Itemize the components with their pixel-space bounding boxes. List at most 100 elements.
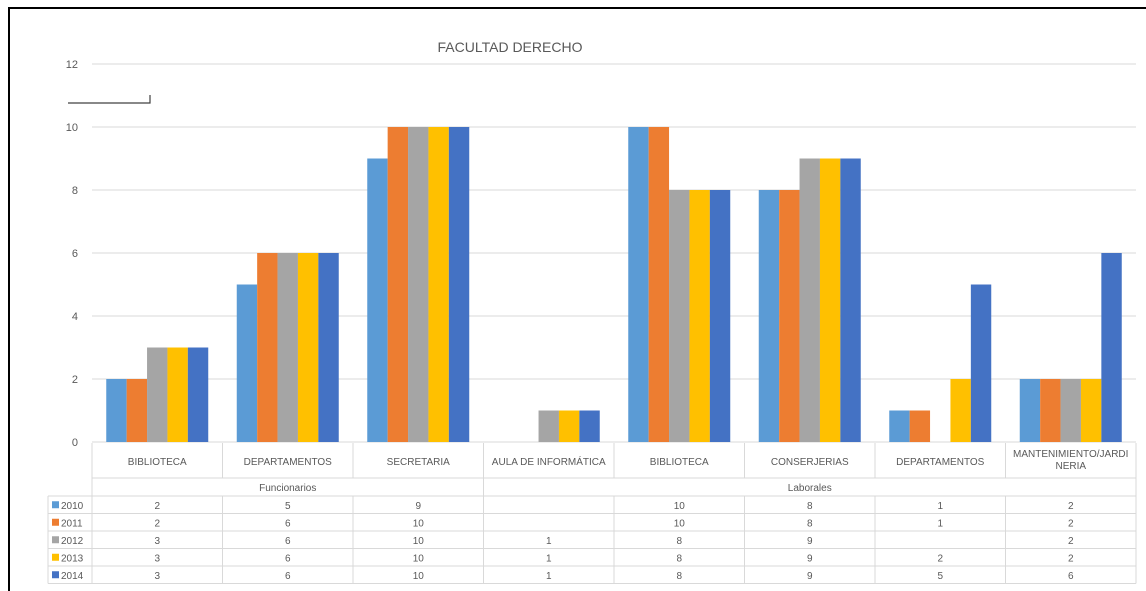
bar (126, 379, 148, 442)
category-label: MANTENIMIENTO/JARDI NERIA (1013, 449, 1128, 472)
bar (558, 410, 580, 442)
bar (408, 127, 429, 442)
bar (689, 190, 710, 442)
table-value: 6 (1068, 571, 1074, 582)
bar (538, 410, 559, 442)
category-label-line: MANTENIMIENTO/JARDI (1013, 449, 1128, 460)
table-value: 2 (154, 501, 160, 512)
bar (1101, 253, 1122, 442)
y-tick-label: 8 (72, 185, 78, 197)
table-value: 8 (676, 571, 682, 582)
table-value: 2 (1068, 501, 1074, 512)
group-label: Laborales (788, 483, 832, 494)
table-value: 10 (674, 501, 686, 512)
bar (428, 127, 449, 442)
table-value: 1 (546, 536, 552, 547)
bar (628, 127, 649, 442)
axis-labels: 0 2 4 6 8 10 12 (66, 59, 78, 449)
table-value: 1 (546, 571, 552, 582)
table-value: 6 (285, 571, 291, 582)
bar (648, 127, 670, 442)
table-value: 3 (154, 536, 160, 547)
y-tick-label: 10 (66, 122, 78, 134)
bar (167, 347, 188, 442)
legend-key (52, 518, 59, 526)
bar (257, 253, 278, 442)
table-value: 1 (937, 501, 943, 512)
bar (909, 410, 931, 442)
table-value: 8 (807, 518, 813, 529)
legend-key (52, 553, 59, 561)
category-label: AULA DE INFORMÁTICA (492, 455, 606, 468)
group-label: Funcionarios (259, 483, 316, 494)
data-table: BIBLIOTECA DEPARTAMENTOS SECRETARIA AULA DE… (47, 443, 1137, 584)
bar (709, 190, 731, 442)
table-value: 3 (154, 553, 160, 564)
bar (187, 347, 209, 442)
category-label-line: NERIA (1055, 461, 1086, 472)
table-value: 9 (415, 501, 421, 512)
legend-key (52, 571, 59, 579)
bar (367, 158, 388, 442)
bar (889, 410, 910, 442)
bar (950, 379, 971, 442)
y-tick-label: 2 (72, 374, 78, 386)
y-tick-label: 6 (72, 248, 78, 260)
bar (318, 253, 339, 442)
bar (106, 379, 127, 442)
bar (758, 190, 780, 442)
bar (236, 284, 258, 442)
table-value: 1 (937, 518, 943, 529)
table-value: 6 (285, 518, 291, 529)
bar (840, 158, 861, 442)
series-label: 2013 (61, 553, 84, 564)
category-label: CONSERJERIAS (771, 457, 849, 468)
bar (799, 158, 820, 442)
bar (1080, 379, 1102, 442)
table-value: 5 (937, 571, 943, 582)
table-value: 5 (285, 501, 291, 512)
table-value: 9 (807, 536, 813, 547)
table-value: 10 (413, 571, 425, 582)
table-value: 2 (1068, 518, 1074, 529)
bar (277, 253, 298, 442)
bar (297, 253, 319, 442)
series-label: 2011 (61, 518, 83, 529)
bar (779, 190, 800, 442)
series-label: 2010 (61, 501, 84, 512)
table-value: 8 (676, 553, 682, 564)
bars (106, 127, 1122, 442)
table-value: 9 (807, 571, 813, 582)
series-label: 2012 (61, 536, 84, 547)
bar (448, 127, 470, 442)
table-value: 10 (413, 536, 425, 547)
table-value: 3 (154, 571, 160, 582)
y-tick-label: 12 (66, 59, 78, 71)
table-value: 1 (546, 553, 552, 564)
category-label: BIBLIOTECA (128, 457, 187, 468)
table-value: 2 (1068, 536, 1074, 547)
plot-marker (68, 95, 151, 104)
table-value: 6 (285, 553, 291, 564)
category-label: SECRETARIA (387, 457, 450, 468)
table-value: 10 (413, 518, 425, 529)
category-label: DEPARTAMENTOS (244, 457, 332, 468)
bar (819, 158, 841, 442)
chart-title: FACULTAD DERECHO (438, 39, 583, 55)
series-label: 2014 (61, 571, 84, 582)
table-value: 8 (807, 501, 813, 512)
category-label: DEPARTAMENTOS (896, 457, 984, 468)
table-value: 9 (807, 553, 813, 564)
chart-frame (8, 7, 1146, 591)
category-label: BIBLIOTECA (650, 457, 709, 468)
table-value: 8 (676, 536, 682, 547)
legend-key (52, 501, 59, 509)
table-value: 10 (413, 553, 425, 564)
bar (1019, 379, 1041, 442)
bar (1060, 379, 1081, 442)
y-tick-label: 0 (72, 437, 78, 449)
table-value: 10 (674, 518, 686, 529)
bar (970, 284, 992, 442)
table-value: 2 (154, 518, 160, 529)
